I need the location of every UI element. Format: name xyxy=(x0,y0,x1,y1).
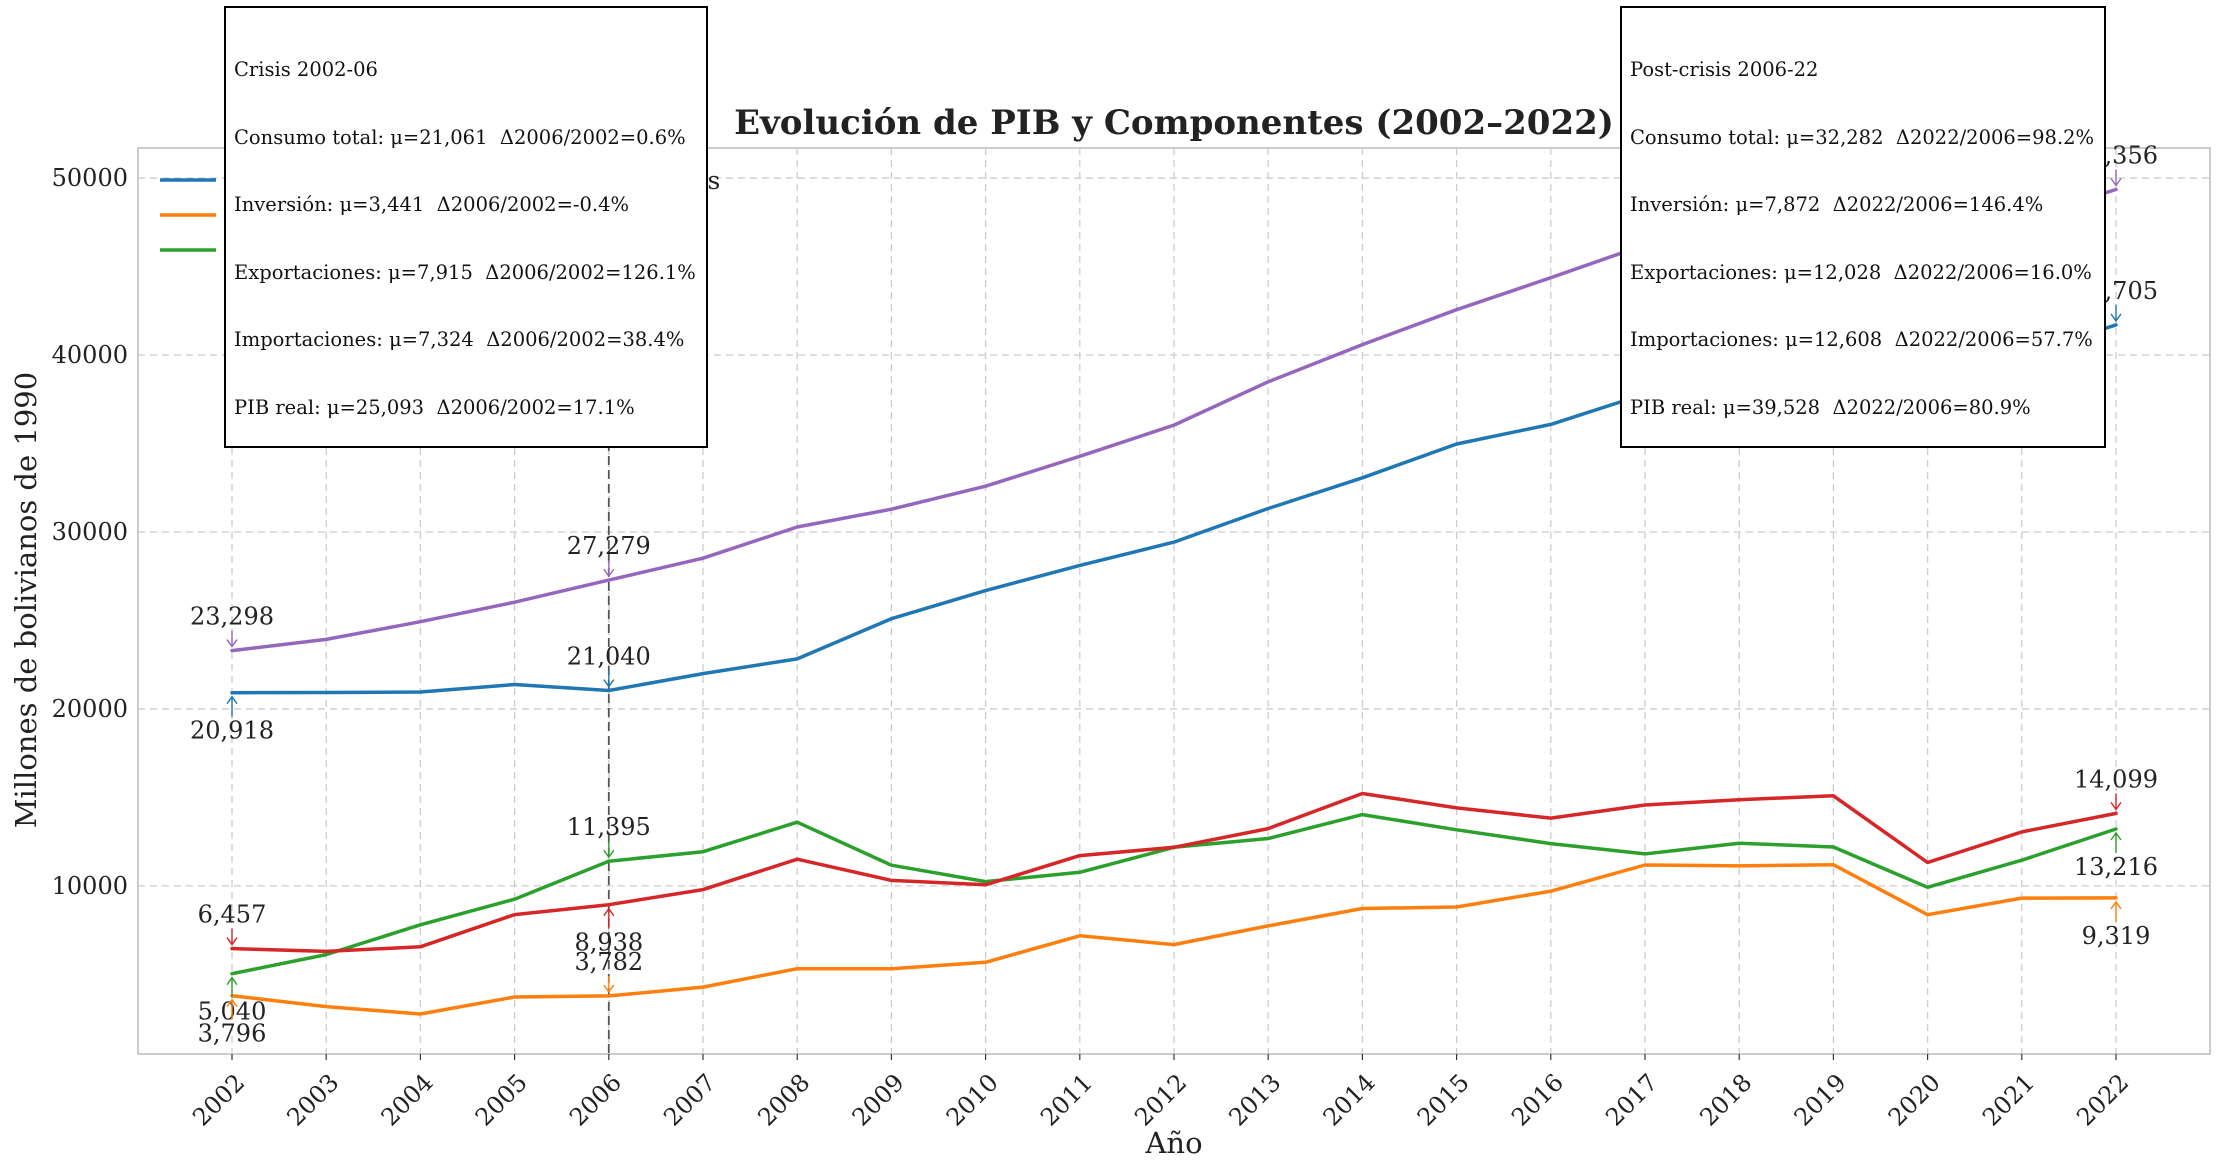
y-tick-label: 40000 xyxy=(52,341,128,369)
crisis-annotation-line: Importaciones: μ=7,324 Δ2006/2002=38.4% xyxy=(234,328,685,351)
point-label: 3,796 xyxy=(198,1020,267,1048)
x-axis-ticks: 2002 2003 2004 2005 2006 2007 2008 2009 2010 2011… xyxy=(187,1054,2134,1131)
point-label: 13,216 xyxy=(2074,853,2158,881)
postcrisis-annotation-line: Exportaciones: μ=12,028 Δ2022/2006=16.0% xyxy=(1630,260,2092,284)
postcrisis-annotation-box: Post-crisis 2006-22 Consumo total: μ=32,… xyxy=(1620,6,2107,448)
point-label: 11,395 xyxy=(567,813,651,841)
point-label: 9,319 xyxy=(2082,922,2151,950)
point-label: 27,279 xyxy=(567,532,651,560)
point-label: 14,099 xyxy=(2074,765,2158,793)
x-tick-label: 2012 xyxy=(1129,1068,1192,1131)
x-axis-label: Año xyxy=(1144,1126,1202,1160)
x-tick-label: 2015 xyxy=(1412,1068,1475,1131)
y-tick-label: 30000 xyxy=(52,518,128,546)
x-tick-label: 2003 xyxy=(281,1068,344,1131)
y-tick-label: 20000 xyxy=(52,695,128,723)
point-label-arrowhead xyxy=(603,849,615,859)
chart-title: Evolución de PIB y Componentes (2002–202… xyxy=(734,103,1614,143)
point-label-arrowhead xyxy=(2110,831,2122,841)
x-tick-label: 2011 xyxy=(1035,1068,1098,1131)
x-tick-label: 2020 xyxy=(1883,1068,1946,1131)
point-label: 21,040 xyxy=(567,643,651,671)
point-label-arrowhead xyxy=(2110,801,2122,811)
postcrisis-annotation-line: Consumo total: μ=32,282 Δ2022/2006=98.2% xyxy=(1630,125,2095,149)
point-label-arrowhead xyxy=(226,998,238,1008)
point-label: 3,782 xyxy=(574,948,643,976)
point-label-arrowhead xyxy=(2110,178,2122,187)
x-tick-label: 2016 xyxy=(1506,1068,1569,1131)
x-tick-label: 2019 xyxy=(1789,1068,1852,1131)
x-tick-label: 2014 xyxy=(1318,1068,1381,1131)
x-tick-label: 2005 xyxy=(470,1068,533,1131)
point-label-arrowhead xyxy=(226,937,238,946)
series-line-importaciones xyxy=(230,791,2118,954)
point-label-arrowhead xyxy=(226,976,238,986)
point-label: 8,938 xyxy=(574,929,643,957)
postcrisis-annotation-line: Importaciones: μ=12,608 Δ2022/2006=57.7% xyxy=(1630,328,2093,351)
point-label-arrowhead xyxy=(603,984,615,994)
point-label-arrowhead xyxy=(603,679,615,688)
crisis-annotation-box: Crisis 2002-06 Consumo total: μ=21,061 Δ… xyxy=(224,6,708,448)
postcrisis-annotation-line: PIB real: μ=39,528 Δ2022/2006=80.9% xyxy=(1630,395,2031,419)
x-tick-label: 2013 xyxy=(1223,1068,1286,1131)
crisis-annotation-line: Inversión: μ=3,441 Δ2006/2002=-0.4% xyxy=(234,193,630,216)
point-label-arrowhead xyxy=(226,639,238,648)
y-tick-label: 50000 xyxy=(52,164,128,192)
point-label: 20,918 xyxy=(190,717,274,745)
x-tick-label: 2017 xyxy=(1600,1068,1663,1131)
x-tick-label: 2007 xyxy=(658,1068,721,1131)
point-label-arrowhead xyxy=(2110,313,2122,323)
x-tick-label: 2004 xyxy=(376,1068,439,1131)
x-tick-label: 2021 xyxy=(1977,1068,2040,1131)
point-label-arrowhead xyxy=(226,695,238,705)
x-tick-label: 2006 xyxy=(564,1068,627,1131)
x-tick-label: 2018 xyxy=(1694,1068,1757,1131)
y-tick-label: 10000 xyxy=(52,872,128,900)
crisis-annotation-line: Consumo total: μ=21,061 Δ2006/2002=0.6% xyxy=(234,125,686,149)
x-tick-label: 2010 xyxy=(941,1068,1004,1131)
x-tick-label: 2008 xyxy=(752,1068,815,1131)
crisis-annotation-line: Exportaciones: μ=7,915 Δ2006/2002=126.1% xyxy=(234,260,696,284)
postcrisis-annotation-title: Post-crisis 2006-22 xyxy=(1630,58,1819,81)
point-label-arrowhead xyxy=(603,907,615,917)
postcrisis-annotation-line: Inversión: μ=7,872 Δ2022/2006=146.4% xyxy=(1630,193,2044,216)
point-label-arrowhead xyxy=(603,568,615,578)
y-axis-ticks: 10000 20000 30000 40000 50000 xyxy=(52,164,128,900)
x-tick-label: 2002 xyxy=(187,1068,250,1131)
point-labels: 23,29820,9186,4575,0403,79627,27921,0401… xyxy=(190,141,2158,1047)
point-label: 23,298 xyxy=(190,603,274,631)
crisis-annotation-title: Crisis 2002-06 xyxy=(234,58,378,81)
crisis-annotation-line: PIB real: μ=25,093 Δ2006/2002=17.1% xyxy=(234,395,635,419)
x-tick-label: 2009 xyxy=(847,1068,910,1131)
series-line-inversi-n xyxy=(230,862,2118,1016)
x-tick-label: 2022 xyxy=(2071,1068,2134,1131)
y-axis-label: Millones de bolivianos de 1990 xyxy=(9,372,43,828)
point-label-arrowhead xyxy=(2110,900,2122,910)
point-label: 6,457 xyxy=(198,901,267,929)
